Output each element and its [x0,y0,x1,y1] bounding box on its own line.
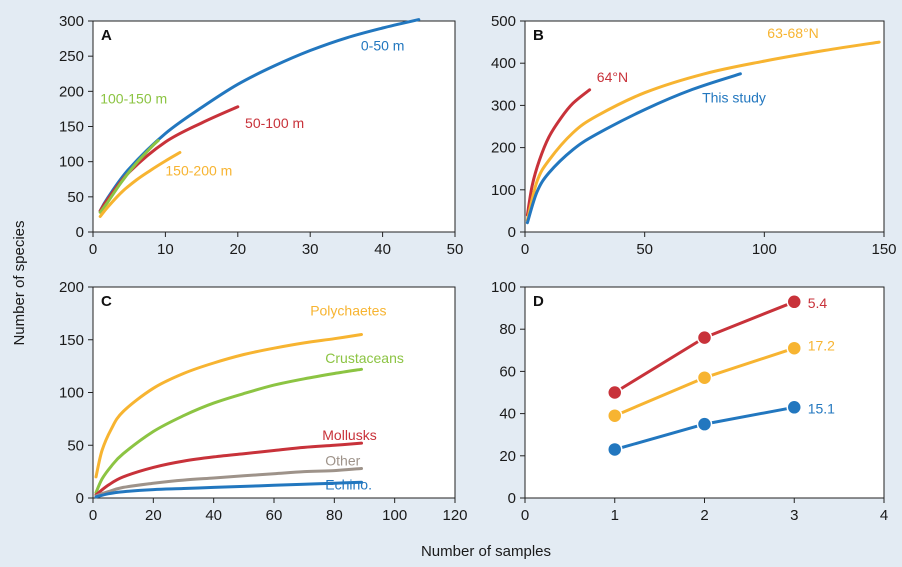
y-tick-label: 200 [59,279,84,296]
y-tick-label: 100 [59,154,84,171]
series-label-crustaceans: Crustaceans [325,350,404,366]
x-tick-label: 120 [442,507,467,524]
data-point-15-1 [786,399,802,416]
y-tick-label: 200 [59,83,84,100]
series-label-17-2: 17.2 [808,337,835,353]
y-tick-label: 0 [508,490,516,507]
x-tick-label: 0 [521,241,529,258]
y-tick-label: 300 [491,97,516,114]
y-tick-label: 20 [499,448,516,465]
series-line-crustaceans [94,367,363,495]
series-line-echino [94,480,363,499]
x-tick-label: 1 [611,507,619,524]
y-tick-label: 500 [491,13,516,30]
y-tick-label: 60 [499,363,516,380]
y-tick-label: 50 [67,437,84,454]
panel-letter-c: C [101,293,112,310]
y-tick-label: 400 [491,55,516,72]
series-label-other: Other [325,452,360,468]
series-label-mollusks: Mollusks [322,427,376,443]
series-label-50-100-m: 50-100 m [245,115,304,131]
data-point-15-1 [696,416,713,432]
series-line-50-100-m [98,105,240,213]
data-point-5-4 [786,294,802,310]
series-label-100-150-m: 100-150 m [100,90,167,106]
series-line-this-study [525,72,742,225]
x-tick-label: 0 [521,507,529,524]
y-axis-title: Number of species [11,220,28,345]
y-tick-label: 100 [491,182,516,199]
y-tick-label: 40 [499,406,516,423]
series-label-echino: Echino. [325,477,372,493]
series-label-this-study: This study [702,89,766,105]
y-tick-label: 80 [499,321,516,338]
x-tick-label: 10 [157,241,174,258]
series-line-mollusks [94,441,363,497]
series-line-other [94,467,363,498]
data-point-5-4 [607,384,623,401]
x-tick-label: 50 [636,241,653,258]
series-label-5-4: 5.4 [808,295,828,311]
x-tick-label: 150 [871,241,896,258]
series-label-15-1: 15.1 [808,401,835,417]
series-label-polychaetes: Polychaetes [310,302,386,318]
y-tick-label: 300 [59,13,84,30]
y-tick-label: 200 [491,140,516,157]
series-line-polychaetes [94,333,363,479]
plot-area-d [524,286,885,499]
series-label-150-200-m: 150-200 m [165,163,232,179]
y-tick-label: 50 [67,189,84,206]
data-point-5-4 [696,329,713,346]
x-tick-label: 100 [752,241,777,258]
x-tick-label: 20 [229,241,246,258]
series-label-0-50-m: 0-50 m [361,38,405,54]
x-tick-label: 3 [790,507,798,524]
data-point-17-2 [786,340,802,356]
plot-area-b [524,20,885,233]
series-line-0-50-m [98,18,421,213]
panel-a: A 0 10 20 30 40 50 0 50 100 150 200 250 300 0-50 m 50-1… [59,13,463,258]
series-line-150-200-m [98,151,182,218]
panel-b: B 0 50 100 150 0 100 200 300 400 500 64°N 63-68°N Thi… [491,13,897,258]
data-point-15-1 [607,441,623,458]
y-tick-label: 0 [76,490,84,507]
panel-letter-d: D [533,293,544,310]
panel-letter-a: A [101,27,112,44]
y-tick-label: 150 [59,119,84,136]
panel-c: C 0 20 40 60 80 100 120 0 50 100 150 200 Polychaetes C… [59,279,468,524]
x-tick-label: 60 [266,507,283,524]
series-label-64-n: 64°N [597,69,628,85]
y-tick-label: 150 [59,332,84,349]
data-point-17-2 [607,407,623,424]
x-tick-label: 40 [374,241,391,258]
y-tick-label: 100 [491,279,516,296]
x-tick-label: 30 [302,241,319,258]
x-tick-label: 0 [89,241,97,258]
x-axis-title: Number of samples [421,543,551,560]
data-point-17-2 [696,369,713,386]
x-tick-label: 20 [145,507,162,524]
x-tick-label: 80 [326,507,343,524]
plot-area-a [92,20,456,233]
y-tick-label: 0 [508,224,516,241]
x-tick-label: 0 [89,507,97,524]
x-tick-label: 40 [205,507,222,524]
series-line-64-n [525,88,592,217]
series-line-100-150-m [98,139,160,214]
x-tick-label: 4 [880,507,888,524]
panel-letter-b: B [533,27,544,44]
y-tick-label: 250 [59,48,84,65]
series-label-63-68-n: 63-68°N [767,25,819,41]
series-line-63-68-n [525,40,881,222]
x-tick-label: 100 [382,507,407,524]
y-tick-label: 100 [59,385,84,402]
x-tick-label: 2 [700,507,708,524]
x-tick-label: 50 [447,241,464,258]
y-tick-label: 0 [76,224,84,241]
